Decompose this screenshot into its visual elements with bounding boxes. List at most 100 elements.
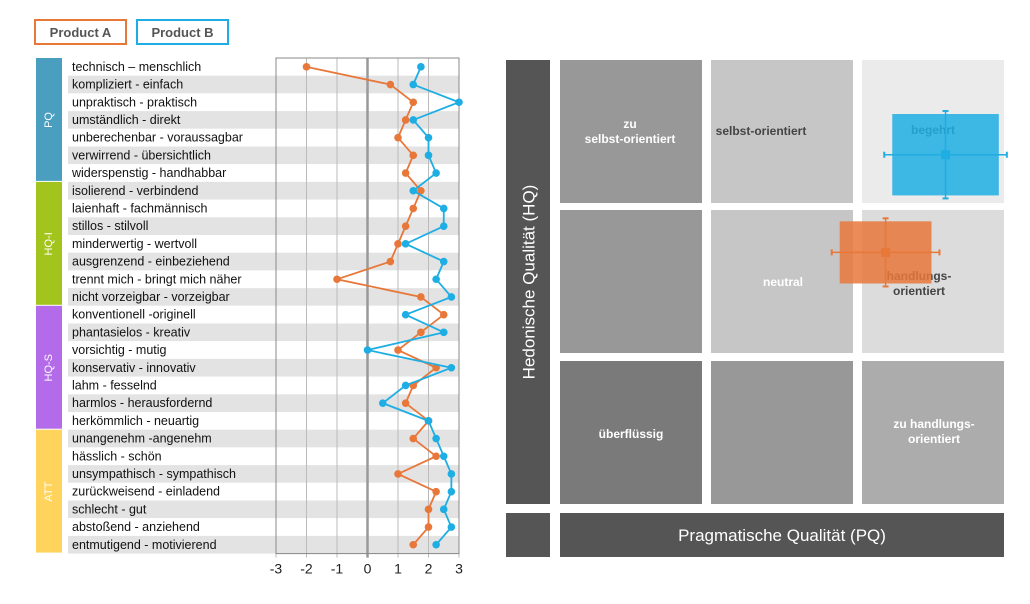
row-stripe [68,358,459,377]
mean-marker [881,247,891,257]
category-label: HQ-S [43,354,55,382]
data-point [432,540,440,549]
row-stripe [68,58,459,76]
row-label: technisch – menschlich [72,60,201,74]
x-axis-title: Pragmatische Qualität (PQ) [678,526,886,545]
row-stripe [68,465,459,483]
row-label: entmutigend - motivierend [72,538,217,552]
row-stripe [68,535,459,554]
quadrant-cell [560,210,702,353]
data-point [409,151,418,160]
data-point [409,98,418,107]
row-stripe [68,341,459,359]
row-label: kompliziert - einfach [72,78,183,92]
data-point [424,505,433,514]
row-label: hässlich - schön [72,449,162,463]
data-point [394,133,402,142]
data-point [401,116,410,124]
data-point [417,63,425,71]
category-band [36,305,62,429]
data-point [439,257,448,266]
data-point [333,275,341,284]
region-label: selbst-orientiert [716,124,807,138]
data-point [447,523,456,531]
row-stripe [68,412,459,430]
quadrant-cell [560,60,702,203]
data-point [409,80,418,89]
data-point [424,417,433,425]
x-tick-label: 0 [364,561,372,577]
quadrant-cell [560,361,702,504]
row-stripe [68,394,459,412]
row-label: vorsichtig - mutig [72,343,167,357]
legend-product-a[interactable]: Product A [34,19,127,45]
data-point [409,540,418,549]
row-label: phantasielos - kreativ [72,325,191,339]
data-point [424,523,433,531]
data-point [417,186,425,195]
quadrant-cell [711,210,853,353]
data-point [432,275,440,284]
category-label: HQ-I [43,232,55,255]
data-point [363,346,372,354]
data-point [401,240,410,248]
data-point [432,452,440,461]
data-point [424,151,433,160]
row-stripe [68,288,459,306]
data-point [439,505,448,514]
row-stripe [68,217,459,235]
region-label: zu handlungs-orientiert [893,417,974,446]
data-point [447,363,456,372]
row-label: abstoßend - anziehend [72,520,200,534]
row-stripe [68,376,459,395]
row-label: lahm - fesselnd [72,378,157,392]
y-axis-bar [506,60,550,504]
data-point [432,169,440,177]
row-stripe [68,75,459,94]
data-point [409,186,418,195]
data-point [378,399,387,407]
row-label: zurückweisend - einladend [72,485,220,499]
row-stripe [68,146,459,165]
quadrant-cell [862,361,1004,504]
row-stripe [68,305,459,324]
category-label: ATT [43,481,55,501]
row-label: konservativ - innovativ [72,361,196,375]
row-stripe [68,235,459,253]
data-point [439,452,448,461]
legend-product-b[interactable]: Product B [136,19,229,45]
category-band [36,429,62,553]
data-point [447,470,456,478]
row-label: unberechenbar - voraussagbar [72,131,243,145]
data-point [386,80,395,89]
row-label: laienhaft - fachmännisch [72,201,208,215]
row-label: schlecht - gut [72,502,147,516]
data-point [417,293,425,301]
row-label: stillos - stilvoll [72,219,148,233]
row-label: umständlich - direkt [72,113,181,127]
data-point [409,204,418,213]
row-label: unpraktisch - praktisch [72,95,197,109]
region-label: zu selbst-orientiert [585,117,676,146]
region-label: neutral [763,275,803,289]
mean-marker [941,150,951,160]
row-stripe [68,164,459,182]
quadrant-cell [711,361,853,504]
data-point [394,346,402,354]
axis-corner [506,513,550,557]
x-tick-label: 2 [425,561,433,577]
data-point [439,328,448,337]
data-point [455,98,463,107]
row-stripe [68,447,459,466]
row-stripe [68,181,459,200]
data-point [439,204,448,213]
data-point [409,434,418,443]
row-stripe [68,128,459,147]
row-stripe [68,199,459,218]
row-label: konventionell -originell [72,308,196,322]
data-point [302,63,311,71]
data-point [439,310,448,319]
y-axis-title: Hedonische Qualität (HQ) [519,185,538,380]
data-point [432,434,440,443]
category-band [36,58,62,181]
